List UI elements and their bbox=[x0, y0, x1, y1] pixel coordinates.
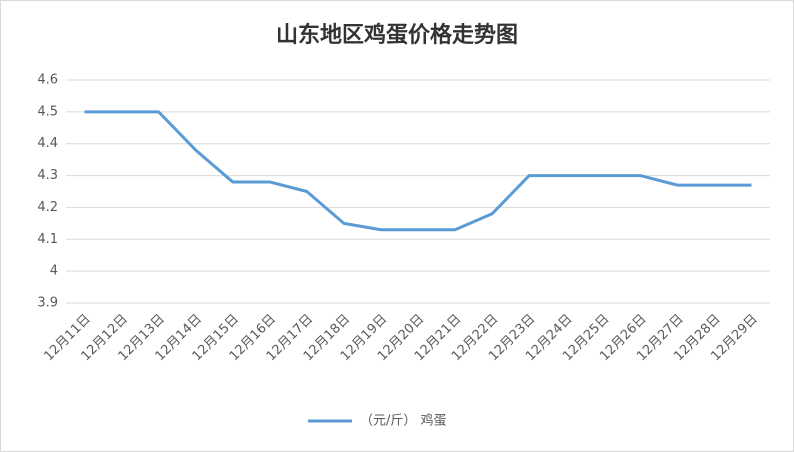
y-tick-label: 4.2 bbox=[37, 200, 58, 215]
y-tick-label: 4.3 bbox=[37, 168, 58, 183]
legend-label: （元/斤） 鸡蛋 bbox=[360, 413, 447, 429]
data-line bbox=[84, 110, 752, 232]
y-tick-label: 4.4 bbox=[37, 136, 58, 151]
y-tick-label: 3.9 bbox=[37, 296, 58, 311]
chart-title: 山东地区鸡蛋价格走势图 bbox=[276, 22, 518, 48]
y-tick-label: 4 bbox=[50, 264, 58, 279]
y-tick-label: 4.5 bbox=[37, 104, 58, 119]
y-tick-label: 4.6 bbox=[37, 73, 58, 88]
y-tick-label: 4.1 bbox=[37, 232, 58, 247]
